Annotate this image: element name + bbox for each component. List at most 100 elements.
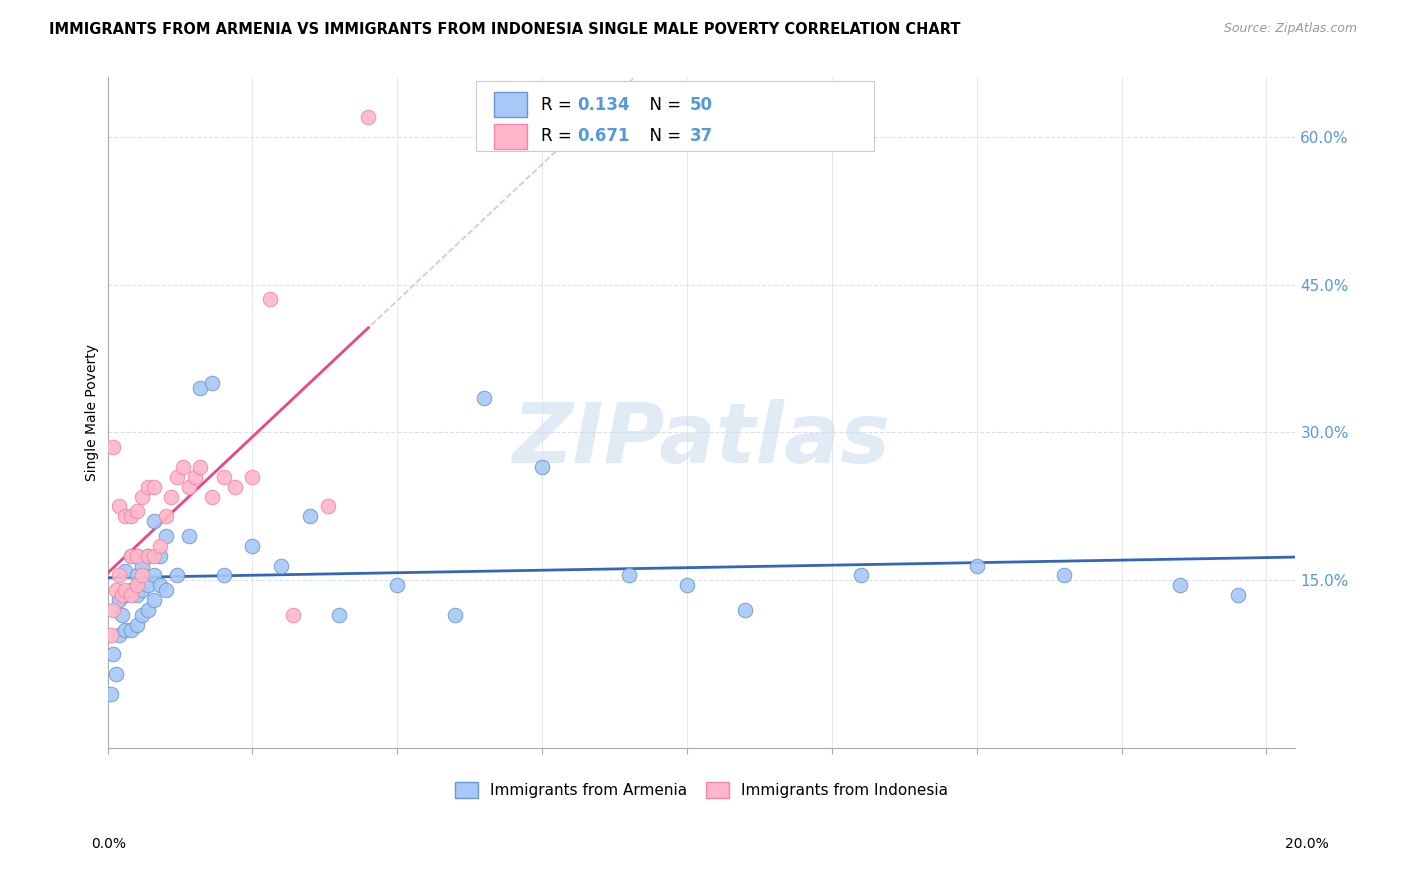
Point	[1053, 568, 1076, 582]
Text: 20.0%: 20.0%	[1285, 837, 1329, 851]
Point	[281, 607, 304, 622]
Point	[299, 509, 322, 524]
Point	[114, 509, 136, 524]
Point	[103, 440, 125, 454]
FancyBboxPatch shape	[475, 81, 873, 152]
Point	[212, 568, 235, 582]
Text: Source: ZipAtlas.com: Source: ZipAtlas.com	[1223, 22, 1357, 36]
Point	[125, 504, 148, 518]
Point	[120, 509, 142, 524]
Point	[177, 480, 200, 494]
Point	[316, 500, 339, 514]
Point	[131, 568, 153, 582]
Point	[131, 490, 153, 504]
Point	[472, 391, 495, 405]
Point	[111, 607, 134, 622]
Text: 50: 50	[690, 95, 713, 113]
Point	[201, 376, 224, 391]
Point	[125, 578, 148, 592]
Point	[143, 480, 166, 494]
Point	[1168, 578, 1191, 592]
Text: 0.0%: 0.0%	[91, 837, 127, 851]
Text: IMMIGRANTS FROM ARMENIA VS IMMIGRANTS FROM INDONESIA SINGLE MALE POVERTY CORRELA: IMMIGRANTS FROM ARMENIA VS IMMIGRANTS FR…	[49, 22, 960, 37]
Point	[849, 568, 872, 582]
Point	[270, 558, 292, 573]
Point	[143, 568, 166, 582]
Point	[149, 549, 172, 563]
Point	[224, 480, 246, 494]
Point	[166, 568, 188, 582]
Point	[242, 470, 264, 484]
Point	[103, 648, 125, 662]
Text: R =: R =	[541, 95, 578, 113]
Point	[131, 558, 153, 573]
Point	[387, 578, 409, 592]
Point	[201, 490, 224, 504]
Point	[136, 549, 159, 563]
Point	[531, 460, 554, 475]
Point	[125, 568, 148, 582]
Point	[143, 549, 166, 563]
Point	[120, 623, 142, 637]
Point	[136, 603, 159, 617]
Point	[136, 578, 159, 592]
Point	[136, 549, 159, 563]
Point	[617, 568, 640, 582]
Point	[114, 623, 136, 637]
Point	[143, 593, 166, 607]
Point	[105, 667, 128, 681]
Point	[108, 593, 131, 607]
Point	[120, 583, 142, 598]
Point	[125, 549, 148, 563]
Text: 37: 37	[690, 128, 713, 145]
Point	[183, 470, 205, 484]
Point	[177, 529, 200, 543]
Point	[108, 500, 131, 514]
Point	[114, 583, 136, 598]
Point	[149, 539, 172, 553]
Point	[131, 607, 153, 622]
Point	[1226, 588, 1249, 602]
Point	[120, 549, 142, 563]
Legend: Immigrants from Armenia, Immigrants from Indonesia: Immigrants from Armenia, Immigrants from…	[449, 776, 955, 804]
FancyBboxPatch shape	[494, 92, 527, 117]
Point	[120, 549, 142, 563]
Point	[100, 627, 122, 641]
Text: N =: N =	[638, 128, 686, 145]
Point	[103, 603, 125, 617]
Y-axis label: Single Male Poverty: Single Male Poverty	[86, 344, 100, 482]
Point	[136, 480, 159, 494]
Point	[357, 110, 380, 124]
Point	[166, 470, 188, 484]
Point	[155, 583, 177, 598]
Point	[259, 293, 281, 307]
Text: 0.671: 0.671	[576, 128, 630, 145]
Text: 0.134: 0.134	[576, 95, 630, 113]
Point	[131, 583, 153, 598]
Point	[111, 588, 134, 602]
Point	[444, 607, 467, 622]
Point	[155, 509, 177, 524]
Point	[120, 588, 142, 602]
Point	[114, 588, 136, 602]
Point	[108, 568, 131, 582]
Point	[105, 583, 128, 598]
Point	[966, 558, 988, 573]
Point	[149, 578, 172, 592]
Point	[108, 627, 131, 641]
Point	[242, 539, 264, 553]
Point	[328, 607, 350, 622]
Point	[143, 514, 166, 528]
Point	[125, 588, 148, 602]
Point	[188, 460, 211, 475]
Point	[160, 490, 183, 504]
FancyBboxPatch shape	[494, 124, 527, 149]
Point	[734, 603, 756, 617]
Text: R =: R =	[541, 128, 578, 145]
Point	[172, 460, 194, 475]
Point	[155, 529, 177, 543]
Point	[125, 549, 148, 563]
Point	[114, 564, 136, 578]
Text: ZIPatlas: ZIPatlas	[513, 399, 890, 480]
Point	[100, 687, 122, 701]
